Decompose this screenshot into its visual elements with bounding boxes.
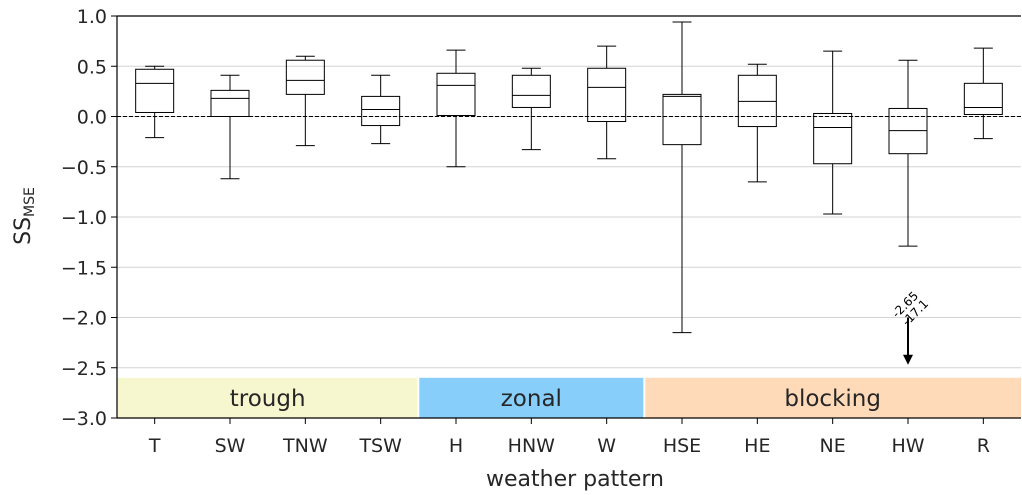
box-iqr (888, 107, 928, 155)
x-tick-label-TNW: TNW (282, 435, 328, 457)
box-T (135, 65, 175, 139)
box-TSW (361, 74, 401, 145)
group-label-0: trough (230, 386, 306, 412)
y-axis-label-subscript: MSE (22, 187, 38, 217)
x-tick-label-HW: HW (891, 435, 924, 457)
group-band: trough zonal blocking (117, 377, 1021, 418)
box-iqr (135, 68, 175, 113)
box-HSE (662, 21, 702, 334)
x-tick-label-NE: NE (820, 435, 846, 457)
box-iqr (813, 112, 853, 165)
box-HE (737, 63, 777, 183)
y-tick-label-8: −3.0 (61, 408, 107, 430)
box-R (963, 47, 1003, 140)
y-tick-label-4: −1.0 (61, 207, 107, 229)
box-iqr (361, 95, 401, 127)
box-iqr (285, 59, 325, 95)
x-tick-label-W: W (597, 435, 616, 457)
outlier-annotation: -2.65-17.1 (889, 289, 931, 365)
x-tick-label-SW: SW (215, 435, 246, 457)
y-tick-label-5: −1.5 (61, 257, 107, 279)
y-tick-label-1: 0.5 (77, 56, 107, 78)
y-tick-label-0: 1.0 (77, 6, 107, 28)
y-axis-label-main: SS (11, 217, 36, 245)
box-iqr (662, 93, 702, 146)
box-iqr (210, 89, 250, 118)
boxes (135, 21, 1003, 334)
box-iqr (737, 74, 777, 128)
group-band-2 (644, 377, 1021, 418)
box-iqr (963, 82, 1003, 115)
box-HNW (511, 67, 551, 151)
group-band-0 (117, 377, 419, 418)
group-label-2: blocking (784, 386, 881, 412)
box-SW (210, 74, 250, 180)
box-HW (888, 59, 928, 247)
box-iqr (587, 67, 627, 123)
x-axis-label: weather pattern (486, 467, 664, 492)
box-NE (813, 50, 853, 215)
gridlines (117, 15, 1021, 419)
outlier-arrow-head (903, 354, 913, 365)
y-tick-label-6: −2.0 (61, 308, 107, 330)
x-tick-label-R: R (977, 435, 990, 457)
x-tick-label-HE: HE (744, 435, 770, 457)
y-tick-label-7: −2.5 (61, 358, 107, 380)
x-tick-label-T: T (148, 435, 161, 457)
y-ticks: 1.0 0.5 0.0 −0.5 −1.0 −1.5 −2.0 −2.5 −3.0 (61, 6, 117, 430)
group-label-1: zonal (501, 386, 562, 412)
box-iqr (436, 72, 476, 116)
y-tick-label-2: 0.0 (77, 107, 107, 129)
x-tick-label-H: H (449, 435, 463, 457)
box-iqr (511, 74, 551, 108)
x-tick-label-HSE: HSE (663, 435, 701, 457)
y-axis-label: SSMSE (11, 187, 38, 245)
box-TNW (285, 55, 325, 147)
box-H (436, 49, 476, 168)
group-band-1 (418, 377, 645, 418)
box-W (587, 45, 627, 160)
x-ticks: T SW TNW TSW H HNW W HSE HE NE HW R (148, 418, 990, 457)
x-tick-label-TSW: TSW (358, 435, 402, 457)
x-tick-label-HNW: HNW (508, 435, 556, 457)
y-tick-label-3: −0.5 (61, 157, 107, 179)
